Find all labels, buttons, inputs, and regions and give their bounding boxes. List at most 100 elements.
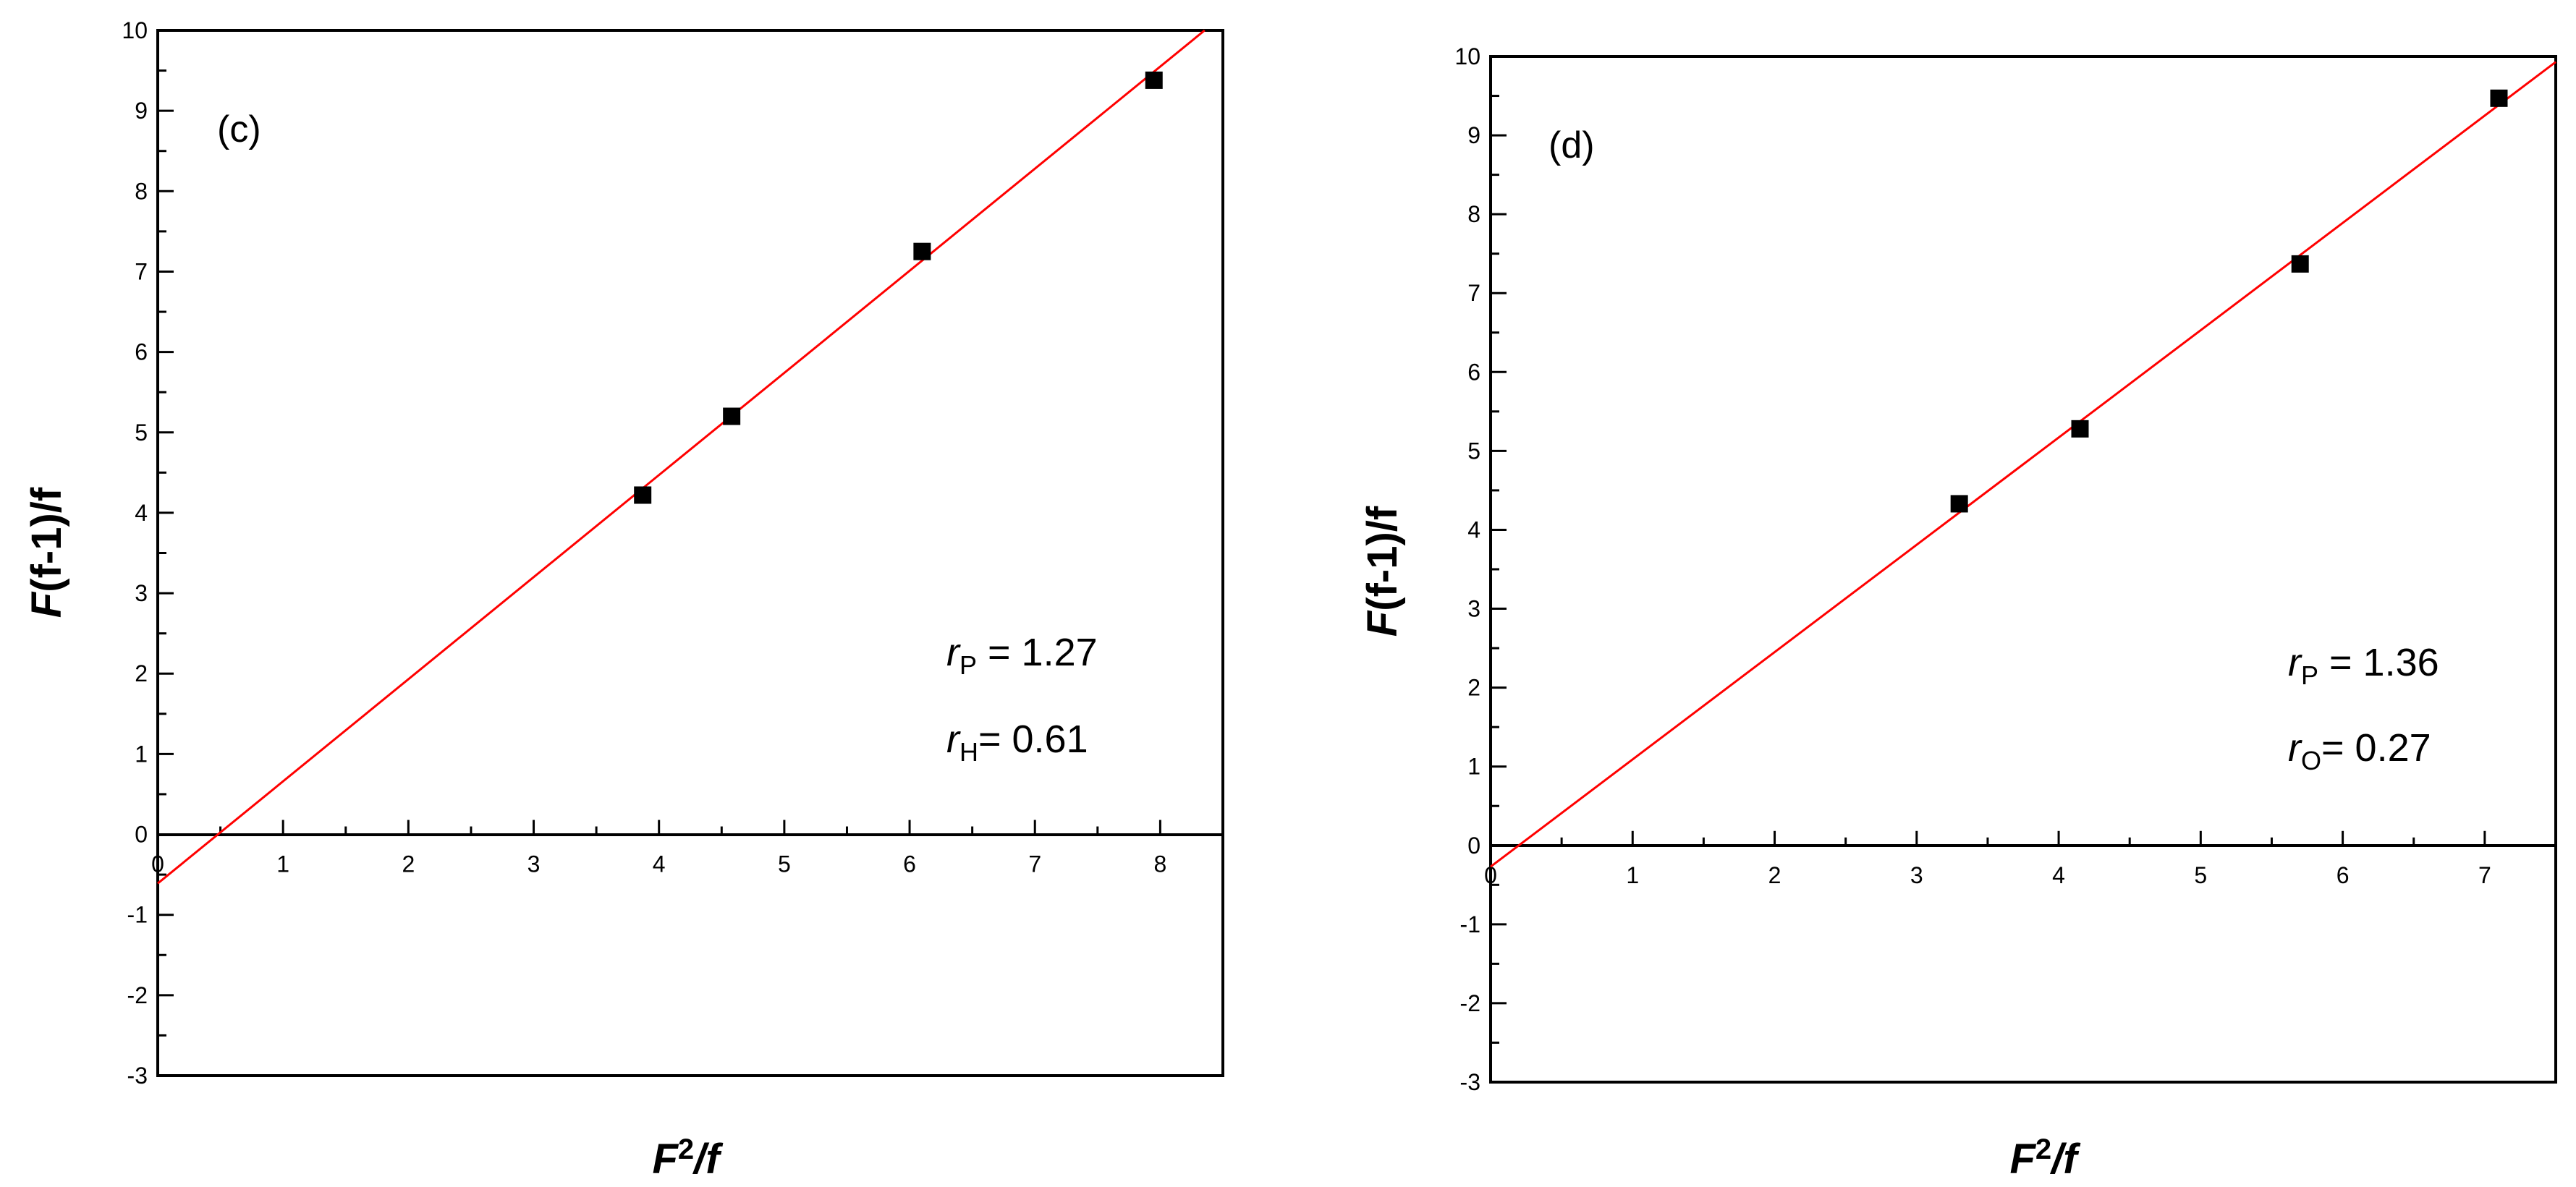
y-tick-label: 7 [1467,280,1480,306]
x-tick-label: 4 [653,851,666,877]
annotation-rp: rP = 1.27 [946,631,1098,680]
annotation-ro: rO= 0.27 [2288,726,2431,775]
panel-label: (d) [1548,124,1595,166]
x-tick-label: 0 [151,851,164,877]
y-tick-label: 8 [1467,201,1480,227]
y-tick-label: 6 [135,339,148,365]
x-axis-label-rest: /f [2049,1136,2081,1183]
x-axis-label-sup: 2 [678,1133,694,1165]
fit-line [1490,61,2556,868]
y-tick-label: -2 [127,982,148,1008]
data-point [634,486,652,504]
y-axis-label-rest: (f-1)/f [1359,506,1406,611]
x-tick-label: 2 [402,851,415,877]
y-axis-label: F(f-1)/f [1359,506,1406,637]
x-tick-label: 8 [1154,851,1167,877]
x-axis-label-main: F [2009,1136,2036,1183]
y-tick-label: 0 [135,822,148,848]
y-tick-label: 7 [135,258,148,284]
y-tick-label: 9 [1467,122,1480,148]
annotation-symbol: r [2288,726,2302,770]
y-tick-label: 0 [1467,833,1480,859]
plot-frame [156,29,1224,1077]
y-tick-label: 4 [135,500,148,526]
annotation-value: = 1.36 [2318,641,2439,684]
y-tick-label: 1 [135,741,148,767]
plot-frame [1489,55,2557,1084]
y-tick-label: -2 [1460,990,1480,1016]
x-tick-label: 6 [2336,862,2350,888]
x-axis-label: F2/f [652,1133,724,1183]
x-tick-label: 7 [1028,851,1041,877]
x-tick-label: 5 [778,851,791,877]
x-axis-label: F2/f [2009,1133,2081,1183]
y-tick-labels: -3 -2 -1 0 1 2 3 4 5 6 7 8 9 10 [122,17,148,1089]
data-point [1145,71,1163,89]
annotation-subscript: P [959,650,977,680]
y-tick-label: 2 [135,660,148,686]
annotation-rp: rP = 1.36 [2288,641,2439,690]
annotation-subscript: H [959,737,978,767]
annotation-value: = 0.61 [978,718,1088,761]
data-point [2291,255,2309,273]
y-tick-label: -1 [1460,911,1480,937]
y-tick-label: 10 [122,17,148,43]
data-point [913,242,931,260]
y-tick-label: 3 [1467,596,1480,622]
x-axis-label-main: F [652,1136,679,1183]
axis-ticks [1489,55,2486,1084]
y-tick-label: 6 [1467,359,1480,385]
y-tick-labels: -3 -2 -1 0 1 2 3 4 5 6 7 8 9 10 [1454,43,1480,1095]
y-tick-label: -1 [127,902,148,928]
x-tick-label: 4 [2052,862,2065,888]
panel-label: (c) [217,109,261,150]
x-tick-label: 3 [1910,862,1923,888]
data-points [1950,89,2508,513]
annotation-rh: rH= 0.61 [946,718,1088,767]
x-tick-label: 1 [276,851,289,877]
data-points [634,71,1163,504]
x-tick-labels: 0 1 2 3 4 5 6 7 [1484,862,2491,888]
annotation-symbol: r [946,631,961,674]
y-tick-label: -3 [127,1063,148,1089]
annotation-value: = 0.27 [2321,726,2431,770]
annotation-symbol: r [946,718,961,761]
y-tick-label: 5 [135,420,148,446]
x-tick-label: 3 [528,851,541,877]
annotation-subscript: O [2301,746,2321,775]
y-axis-label-main: F [1359,610,1406,637]
y-axis-label-main: F [23,591,70,618]
y-tick-label: 9 [135,98,148,124]
y-axis-label-rest: (f-1)/f [23,487,70,592]
data-point [2490,89,2508,107]
annotation-value: = 1.27 [977,631,1098,674]
y-tick-label: 3 [135,580,148,606]
x-tick-label: 0 [1484,862,1497,888]
y-tick-label: 8 [135,178,148,204]
annotation-symbol: r [2288,641,2302,684]
data-point [1950,495,1968,513]
y-tick-label: 5 [1467,438,1480,464]
data-point [2071,420,2089,438]
y-tick-label: 2 [1467,675,1480,701]
x-axis-label-sup: 2 [2035,1133,2051,1165]
y-axis-label: F(f-1)/f [23,487,70,618]
y-tick-label: -3 [1460,1069,1480,1095]
x-tick-label: 5 [2194,862,2207,888]
x-tick-label: 7 [2478,862,2491,888]
x-tick-labels: 0 1 2 3 4 5 6 7 8 [151,851,1166,877]
annotation-subscript: P [2301,660,2318,690]
data-point [723,407,741,425]
x-tick-label: 6 [903,851,916,877]
y-tick-label: 4 [1467,516,1480,543]
axis-ticks [156,29,1161,1077]
x-tick-label: 2 [1768,862,1781,888]
fit-line [157,29,1206,885]
y-tick-label: 10 [1454,43,1480,69]
y-tick-label: 1 [1467,754,1480,780]
x-tick-label: 1 [1626,862,1639,888]
x-axis-label-rest: /f [692,1136,724,1183]
